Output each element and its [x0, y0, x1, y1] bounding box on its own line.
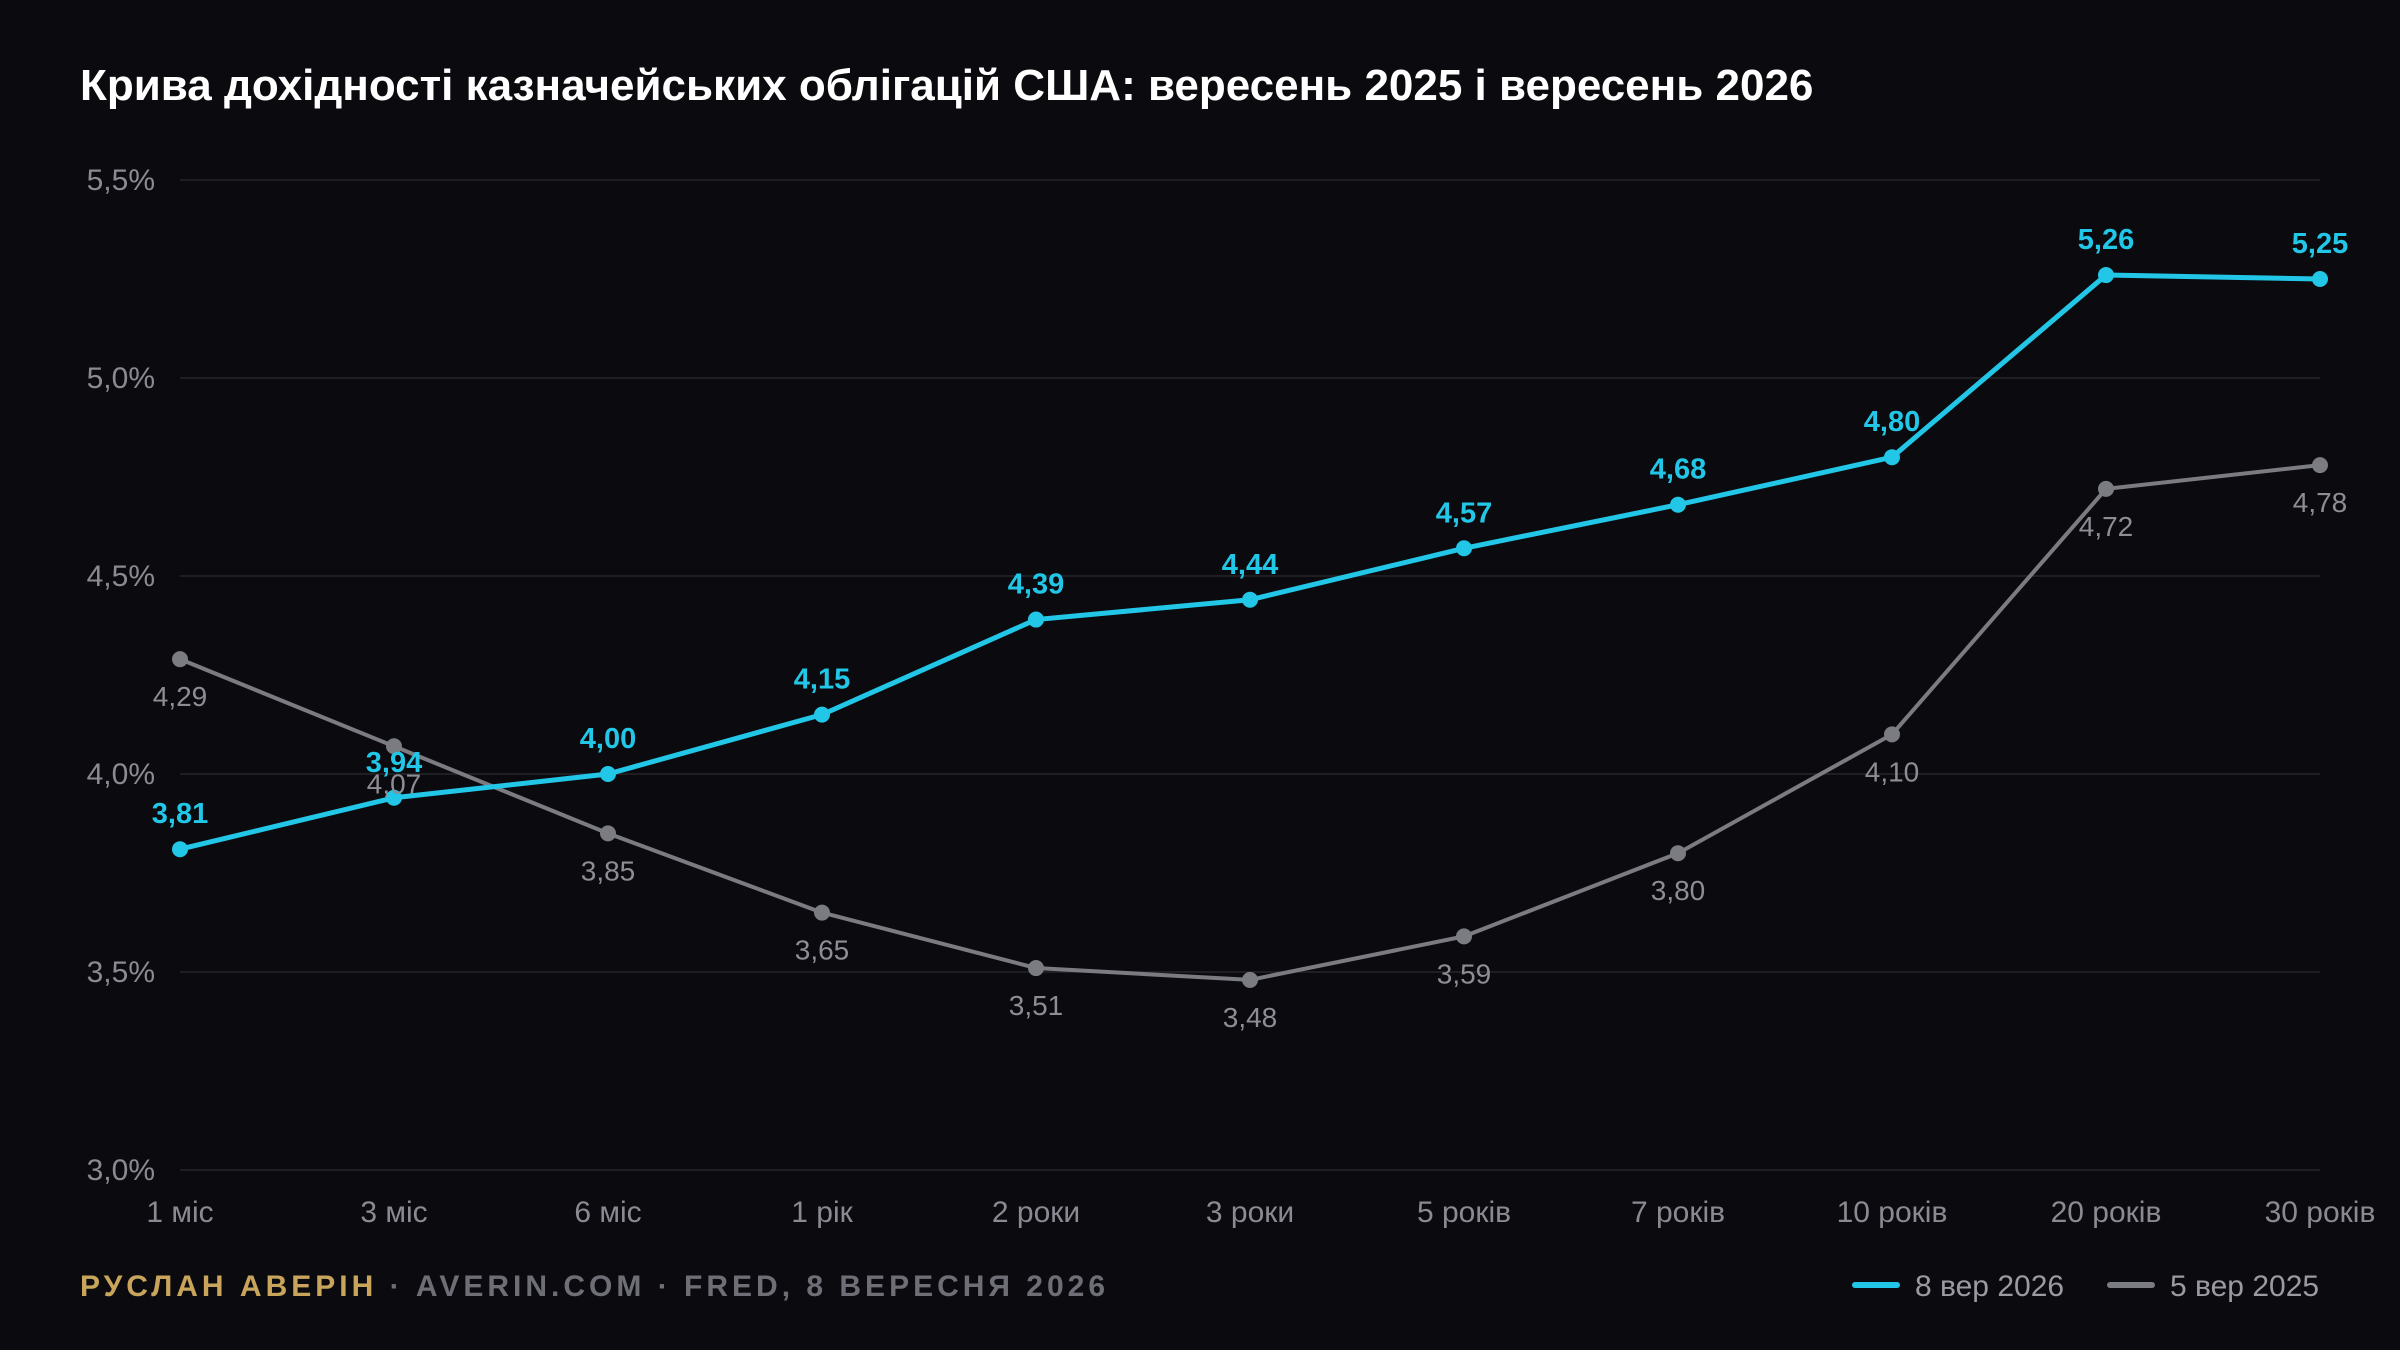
- series-2026-point: [172, 841, 188, 858]
- legend-2026-label: 8 вер 2026: [1915, 1270, 2064, 1303]
- y-tick-label: 3,5%: [87, 956, 155, 989]
- legend-2025-label: 5 вер 2025: [2170, 1270, 2319, 1303]
- series-2025-point: [600, 825, 616, 842]
- series-2025-data-label: 3,59: [1437, 958, 1492, 989]
- x-tick-label: 3 міс: [360, 1196, 427, 1229]
- series-2025-data-label: 4,29: [153, 681, 208, 712]
- chart-title: Крива дохідності казначейських облігацій…: [80, 61, 1813, 110]
- series-2026-point: [2312, 271, 2328, 287]
- series-2026-data-label: 4,15: [794, 664, 850, 696]
- series-2025-line: [179, 463, 2321, 982]
- series-2025-data-label: 3,51: [1009, 990, 1064, 1021]
- series-2026-point: [814, 706, 830, 723]
- x-tick-label: 10 років: [1837, 1196, 1948, 1229]
- x-tick-label: 7 років: [1631, 1196, 1725, 1229]
- series-2026-data-label: 4,68: [1650, 454, 1706, 486]
- series-2025-data-label: 4,10: [1865, 756, 1920, 787]
- series-2025-point: [172, 651, 188, 668]
- series-2026-point: [386, 789, 402, 806]
- x-tick-label: 30 років: [2265, 1196, 2376, 1229]
- series-2025-point: [1028, 960, 1044, 977]
- x-tick-label: 20 років: [2051, 1196, 2162, 1229]
- x-tick-label: 3 роки: [1206, 1196, 1294, 1229]
- y-axis-ticks: 3,0% 3,5% 4,0% 4,5% 5,0% 5,5%: [87, 164, 155, 1187]
- series-2026-point: [1242, 591, 1258, 608]
- y-tick-label: 3,0%: [87, 1154, 155, 1187]
- footer-source: · AVERIN.COM · FRED, 8 ВЕРЕСНЯ 2026: [377, 1270, 1109, 1303]
- series-2025-point: [814, 904, 830, 921]
- footer: РУСЛАН АВЕРІН · AVERIN.COM · FRED, 8 ВЕР…: [80, 1270, 1109, 1303]
- y-tick-label: 4,5%: [87, 560, 155, 593]
- series-2025-point: [1456, 928, 1472, 945]
- series-2026-data-label: 4,44: [1222, 549, 1278, 581]
- series-2026-data-label: 4,39: [1008, 569, 1064, 601]
- series-2026-point: [1028, 611, 1044, 628]
- series-2025-point: [1670, 845, 1686, 862]
- series-2025-data-label: 3,85: [581, 855, 636, 886]
- x-tick-label: 6 міс: [574, 1196, 641, 1229]
- y-tick-label: 5,0%: [87, 362, 155, 395]
- y-tick-label: 4,0%: [87, 758, 155, 791]
- series-2025-data-label: 4,07: [367, 768, 422, 799]
- series-2026-data-label: 5,25: [2292, 228, 2348, 260]
- footer-author: РУСЛАН АВЕРІН: [80, 1270, 377, 1303]
- series-2026-point: [1884, 449, 1900, 466]
- y-tick-label: 5,5%: [87, 164, 155, 197]
- x-tick-label: 1 рік: [791, 1196, 853, 1229]
- series-2026-point: [600, 766, 616, 782]
- series-2026-point: [1670, 496, 1686, 513]
- series-2025-point: [2098, 480, 2114, 497]
- series-2026-data-label: 4,00: [580, 723, 636, 755]
- series-2026-data-label: 5,26: [2078, 224, 2134, 256]
- series-2026-data-label: 3,81: [152, 798, 208, 830]
- x-tick-label: 5 років: [1417, 1196, 1511, 1229]
- series-2025-data-label: 4,78: [2293, 487, 2348, 518]
- data-labels: 4,29 4,07 3,85 3,65 3,51 3,48 3,59 3,80 4,10 4,72…: [152, 224, 2348, 1033]
- series-layer: [172, 267, 2328, 988]
- series-2025-point: [1242, 971, 1258, 988]
- series-2026-point: [2098, 267, 2114, 284]
- series-2025-data-label: 3,48: [1223, 1002, 1278, 1033]
- series-2025-data-label: 3,65: [795, 935, 850, 966]
- x-tick-label: 1 міс: [146, 1196, 213, 1229]
- series-2026-data-label: 3,94: [366, 747, 422, 779]
- series-2025-point: [386, 738, 402, 755]
- series-2026-data-label: 4,57: [1436, 497, 1492, 529]
- series-2025-point: [2312, 457, 2328, 474]
- series-2026-point: [1456, 540, 1472, 557]
- series-2026-data-label: 4,80: [1864, 406, 1920, 438]
- grid: [180, 179, 2320, 1171]
- x-axis-ticks: 1 міс 3 міс 6 міс 1 рік 2 роки 3 роки 5 років 7…: [146, 1196, 2375, 1229]
- series-2025-data-label: 4,72: [2079, 511, 2134, 542]
- x-tick-label: 2 роки: [992, 1196, 1080, 1229]
- series-2025-point: [1884, 726, 1900, 743]
- legend: 8 вер 2026 5 вер 2025: [1852, 1270, 2319, 1303]
- series-2025-data-label: 3,80: [1651, 875, 1706, 906]
